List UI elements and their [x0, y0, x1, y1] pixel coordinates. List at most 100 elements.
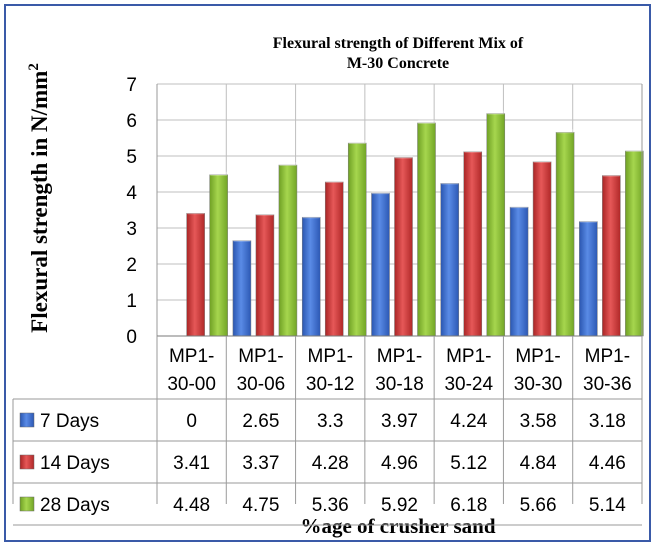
- bar-14-days: [255, 214, 275, 337]
- bar-top-highlight: [348, 140, 367, 145]
- category-label: 30-36: [583, 374, 632, 395]
- y-axis-label-superscript: 2: [26, 63, 42, 71]
- bar-top-highlight: [209, 171, 228, 176]
- data-label: 5.66: [520, 495, 557, 516]
- legend-key-7-days: [19, 412, 35, 428]
- y-tick-label: 3: [126, 219, 137, 240]
- bar-7-days: [509, 206, 529, 337]
- data-label: 4.28: [312, 453, 349, 474]
- bar-top-highlight: [325, 178, 344, 183]
- y-tick-label: 7: [126, 75, 137, 96]
- bar-top-highlight: [186, 210, 205, 215]
- legend-label: 14 Days: [40, 453, 110, 474]
- bar-top-highlight: [417, 119, 436, 124]
- category-label: 30-24: [444, 374, 493, 395]
- category-label: MP1-: [446, 346, 491, 367]
- bar-top-highlight: [533, 158, 552, 163]
- category-label: 30-06: [237, 374, 286, 395]
- bar-28-days: [486, 113, 506, 337]
- bar-top-highlight: [440, 180, 459, 185]
- bar-top-highlight: [510, 204, 529, 209]
- data-label: 4.96: [381, 453, 418, 474]
- bar-28-days: [625, 150, 644, 337]
- x-axis-label: %age of crusher sand: [300, 514, 495, 538]
- bar-28-days: [417, 122, 436, 337]
- y-tick-label: 2: [126, 255, 137, 276]
- data-label: 4.24: [450, 411, 487, 432]
- y-tick-label: 0: [126, 327, 137, 348]
- data-label: 3.58: [520, 411, 557, 432]
- y-axis-label-text: Flexural strength in N/mm: [27, 71, 52, 333]
- bar-top-highlight: [579, 218, 598, 223]
- bar-top-highlight: [302, 214, 321, 219]
- data-label: 3.41: [173, 453, 210, 474]
- bar-top-highlight: [625, 147, 644, 152]
- category-label: 30-30: [514, 374, 563, 395]
- category-label: MP1-: [515, 346, 560, 367]
- category-label: MP1-: [308, 346, 353, 367]
- bar-14-days: [394, 157, 413, 337]
- bar-top-highlight: [232, 237, 251, 242]
- data-label: 6.18: [450, 495, 487, 516]
- data-label: 0: [186, 411, 197, 432]
- bar-7-days: [371, 192, 390, 337]
- category-label: 30-18: [375, 374, 424, 395]
- category-label: MP1-: [238, 346, 283, 367]
- category-label: 30-00: [167, 374, 216, 395]
- bar-top-highlight: [394, 154, 413, 159]
- data-label: 5.12: [450, 453, 487, 474]
- category-label: 30-12: [306, 374, 355, 395]
- bar-28-days: [555, 131, 575, 337]
- data-label: 3.37: [242, 453, 279, 474]
- bar-14-days: [463, 151, 483, 337]
- category-label: MP1-: [585, 346, 630, 367]
- data-label: 5.36: [312, 495, 349, 516]
- data-label: 3.3: [317, 411, 343, 432]
- legend-key-28-days: [19, 496, 35, 512]
- y-tick-labels: 0 1 2 3 4 5 6 7: [126, 75, 137, 348]
- bar-14-days: [602, 175, 621, 337]
- data-label: 4.75: [242, 495, 279, 516]
- bar-top-highlight: [486, 110, 505, 115]
- chart-title-line-2: M-30 Concrete: [347, 55, 449, 72]
- data-label: 3.18: [589, 411, 626, 432]
- category-label: MP1-: [377, 346, 422, 367]
- category-label: MP1-: [169, 346, 214, 367]
- bar-28-days: [209, 174, 228, 337]
- legend-label: 28 Days: [40, 495, 110, 516]
- y-axis-label: Flexural strength in N/mm2: [26, 63, 52, 333]
- bar-top-highlight: [371, 190, 390, 195]
- bar-14-days: [186, 212, 205, 337]
- bar-top-highlight: [278, 162, 297, 166]
- bar-7-days: [232, 240, 252, 337]
- y-tick-label: 4: [126, 183, 137, 204]
- bar-top-highlight: [255, 211, 274, 216]
- legend-label: 7 Days: [40, 411, 99, 432]
- bar-top-highlight: [556, 129, 575, 134]
- data-label: 5.14: [589, 495, 626, 516]
- bar-7-days: [440, 183, 460, 337]
- data-label: 5.92: [381, 495, 418, 516]
- data-label: 4.48: [173, 495, 210, 516]
- data-label: 4.84: [520, 453, 557, 474]
- bar-28-days: [347, 142, 367, 337]
- y-tick-label: 1: [126, 291, 137, 312]
- bar-28-days: [278, 164, 298, 337]
- y-tick-label: 5: [126, 147, 137, 168]
- chart-title-line-1: Flexural strength of Different Mix of: [273, 35, 524, 52]
- bar-top-highlight: [602, 172, 621, 177]
- data-label: 3.97: [381, 411, 418, 432]
- bar-top-highlight: [463, 148, 482, 153]
- y-tick-label: 6: [126, 111, 137, 132]
- data-label: 2.65: [242, 411, 279, 432]
- bar-7-days: [301, 216, 321, 337]
- legend-key-14-days: [19, 454, 35, 470]
- bar-14-days: [324, 181, 344, 337]
- bar-7-days: [579, 221, 598, 337]
- data-label: 4.46: [589, 453, 626, 474]
- bar-14-days: [532, 161, 552, 337]
- bars: [186, 110, 644, 337]
- data-table: MP1- 30-00 MP1- 30-06 MP1- 30-12 MP1- 30-18 MP1-…: [12, 84, 643, 526]
